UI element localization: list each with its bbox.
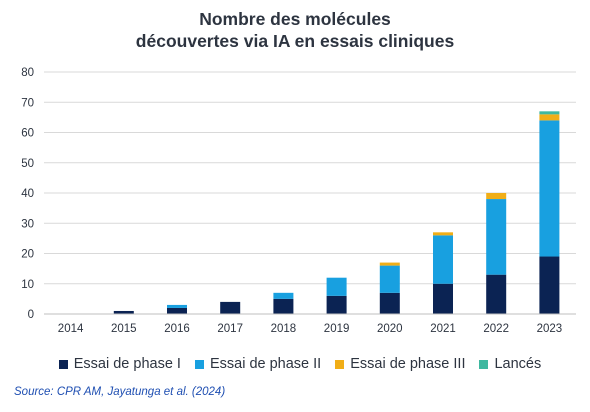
chart-title: Nombre des molécules découvertes via IA … — [0, 8, 590, 52]
bar-segment-2022-series-1 — [486, 274, 507, 314]
legend-item-launched: Lancés — [479, 356, 541, 372]
bar-segment-2023-series-3 — [539, 114, 560, 121]
legend-item-phase-1: Essai de phase I — [58, 356, 181, 372]
x-tick-label: 2016 — [164, 323, 190, 335]
bar-segment-2023-series-4 — [539, 111, 560, 115]
bar-segment-2022-series-3 — [486, 193, 507, 200]
x-axis-tick-labels: 2014 2015 2016 2017 2018 2019 2020 2021 2022 2023 — [58, 323, 562, 335]
bar-segment-2019-series-1 — [326, 295, 347, 314]
legend-swatch-launched — [479, 359, 489, 369]
legend-label-phase-3: Essai de phase III — [350, 356, 466, 372]
legend: Essai de phase I Essai de phase II Essai… — [30, 356, 570, 372]
x-tick-label: 2021 — [430, 323, 456, 335]
y-tick-label: 20 — [21, 249, 34, 261]
legend-label-phase-1: Essai de phase I — [73, 356, 181, 372]
legend-label-phase-2: Essai de phase II — [209, 356, 322, 372]
legend-swatch-phase-2 — [194, 359, 204, 369]
y-tick-label: 60 — [21, 128, 34, 140]
chart-title-line-2: découvertes via IA en essais cliniques — [135, 31, 455, 51]
legend-swatch-phase-1 — [58, 359, 68, 369]
bar-segment-2020-series-2 — [379, 265, 400, 293]
bar-segment-2023-series-1 — [539, 256, 560, 314]
y-tick-label: 80 — [21, 67, 34, 79]
bar-segment-2020-series-1 — [379, 292, 400, 314]
bar-segment-2016-series-1 — [167, 307, 187, 314]
bar-segment-2018-series-2 — [273, 292, 294, 299]
chart-title-line-1: Nombre des molécules — [199, 9, 391, 29]
bar-segment-2020-series-3 — [379, 262, 400, 266]
y-tick-label: 70 — [21, 97, 34, 109]
bar-segment-2021-series-3 — [433, 232, 453, 236]
x-tick-label: 2018 — [271, 323, 297, 335]
y-tick-label: 30 — [21, 218, 34, 230]
bar-segment-2021-series-1 — [433, 283, 453, 314]
bar-segment-2016-series-2 — [167, 304, 187, 308]
legend-swatch-phase-3 — [335, 359, 345, 369]
bars — [113, 111, 560, 314]
y-tick-label: 40 — [21, 188, 34, 200]
bar-segment-2022-series-2 — [486, 199, 507, 275]
bar-segment-2015-series-1 — [113, 310, 134, 314]
bar-segment-2019-series-2 — [326, 277, 347, 296]
x-tick-label: 2017 — [217, 323, 243, 335]
x-tick-label: 2019 — [324, 323, 350, 335]
legend-item-phase-3: Essai de phase III — [335, 356, 465, 372]
y-tick-label: 0 — [28, 309, 34, 321]
legend-label-launched: Lancés — [494, 356, 542, 372]
x-tick-label: 2015 — [111, 323, 137, 335]
x-tick-label: 2014 — [58, 323, 84, 335]
bar-segment-2023-series-2 — [539, 120, 560, 257]
bar-segment-2021-series-2 — [433, 235, 453, 284]
x-tick-label: 2020 — [377, 323, 403, 335]
y-axis-tick-labels: 0 10 20 30 40 50 60 70 80 — [21, 67, 34, 321]
bar-segment-2018-series-1 — [273, 298, 294, 314]
source-note: Source: CPR AM, Jayatunga et al. (2024) — [14, 386, 226, 398]
legend-item-phase-2: Essai de phase II — [194, 356, 322, 372]
x-tick-label: 2023 — [537, 323, 563, 335]
bar-segment-2017-series-1 — [220, 301, 241, 314]
y-tick-label: 50 — [21, 158, 34, 170]
y-tick-label: 10 — [21, 279, 34, 291]
x-tick-label: 2022 — [483, 323, 509, 335]
